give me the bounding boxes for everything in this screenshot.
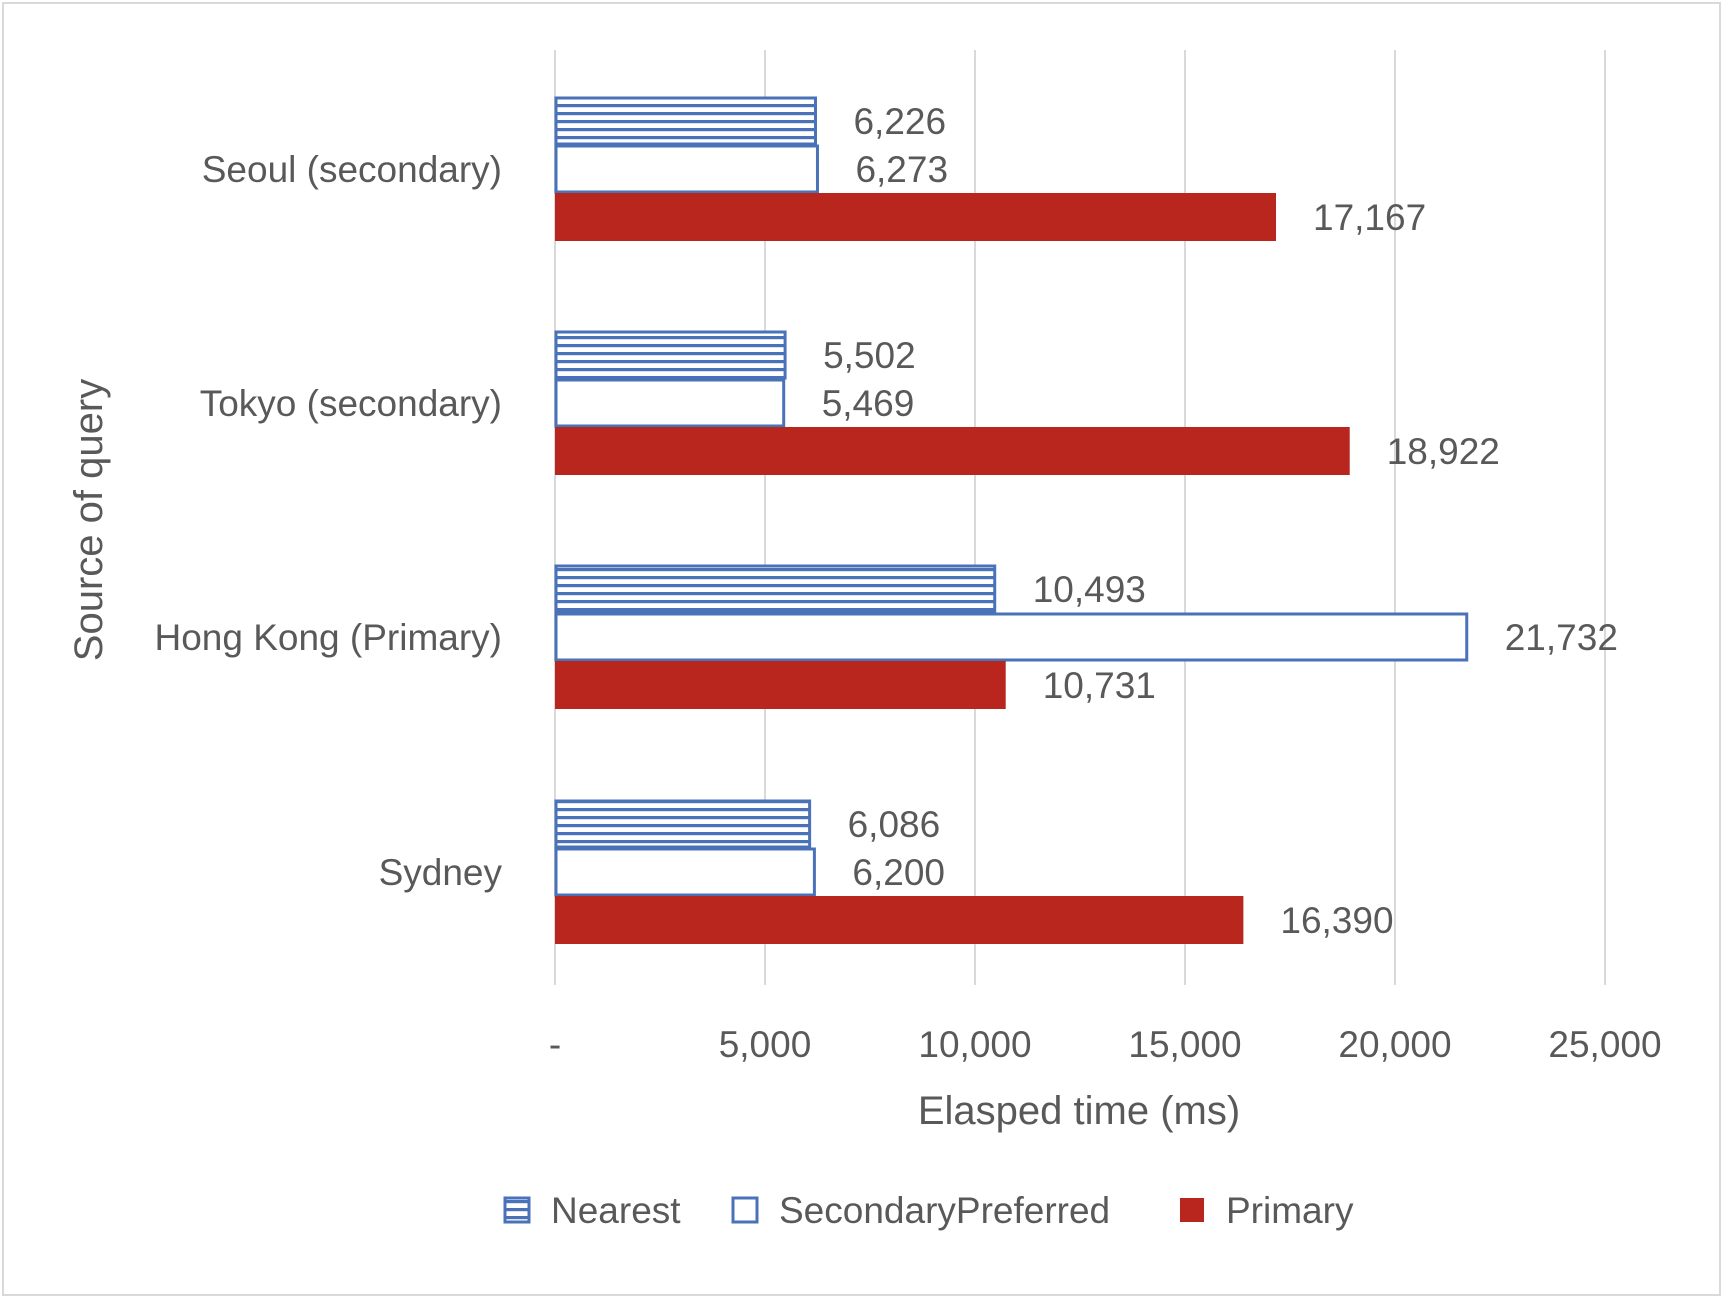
value-label-secondarypreferred-sydney: 6,200 <box>852 852 945 893</box>
bar-nearest-sydney <box>554 799 812 849</box>
value-label-nearest-hong-kong-primary: 10,493 <box>1033 569 1146 610</box>
legend-swatch-secondarypreferred <box>731 1196 759 1224</box>
value-label-nearest-tokyo-secondary: 5,502 <box>823 335 916 376</box>
bar-nearest-hong-kong-primary <box>554 564 997 614</box>
bar-primary-sydney <box>555 896 1244 944</box>
legend: Nearest SecondaryPreferred Primary <box>503 1190 1354 1231</box>
value-labels: 6,226 5,502 10,493 6,086 6,273 5,469 21,732 6,2… <box>822 101 1618 941</box>
value-label-nearest-sydney: 6,086 <box>848 804 941 845</box>
value-label-nearest-seoul-secondary: 6,226 <box>853 101 946 142</box>
x-axis-title: Elasped time (ms) <box>918 1089 1240 1133</box>
x-tick-label: 25,000 <box>1548 1024 1661 1065</box>
x-tick-label: 5,000 <box>719 1024 812 1065</box>
category-label-tokyo-secondary: Tokyo (secondary) <box>200 383 502 424</box>
x-tick-labels: - 5,000 10,000 15,000 20,000 25,000 <box>549 1024 1662 1065</box>
x-tick-label: - <box>549 1024 561 1065</box>
bar-nearest-tokyo-secondary <box>554 330 787 380</box>
bar-nearest-seoul-secondary <box>554 96 817 146</box>
bar-secondarypreferred-seoul-secondary <box>554 144 819 194</box>
x-tick-label: 15,000 <box>1128 1024 1241 1065</box>
category-label-seoul-secondary: Seoul (secondary) <box>202 149 502 190</box>
bar-secondarypreferred-sydney <box>554 847 816 897</box>
bar-primary-hong-kong-primary <box>555 661 1006 709</box>
bars <box>554 96 1469 944</box>
legend-swatch-nearest <box>503 1196 531 1224</box>
legend-swatch-primary <box>1180 1198 1204 1222</box>
value-label-primary-sydney: 16,390 <box>1280 900 1393 941</box>
value-label-primary-seoul-secondary: 17,167 <box>1313 197 1426 238</box>
x-tick-label: 10,000 <box>918 1024 1031 1065</box>
bar-secondarypreferred-tokyo-secondary <box>554 378 786 428</box>
x-tick-label: 20,000 <box>1338 1024 1451 1065</box>
category-labels: Seoul (secondary) Tokyo (secondary) Hong K… <box>154 149 502 893</box>
y-axis-title: Source of query <box>67 379 111 661</box>
value-label-secondarypreferred-tokyo-secondary: 5,469 <box>822 383 915 424</box>
bar-primary-seoul-secondary <box>555 193 1277 241</box>
value-label-primary-tokyo-secondary: 18,922 <box>1387 431 1500 472</box>
legend-label-secondarypreferred: SecondaryPreferred <box>779 1190 1110 1231</box>
category-label-sydney: Sydney <box>379 852 503 893</box>
value-label-secondarypreferred-hong-kong-primary: 21,732 <box>1505 617 1618 658</box>
legend-label-primary: Primary <box>1226 1190 1354 1231</box>
legend-label-nearest: Nearest <box>551 1190 681 1231</box>
category-label-hong-kong-primary: Hong Kong (Primary) <box>154 617 502 658</box>
bar-secondarypreferred-hong-kong-primary <box>554 612 1469 662</box>
bar-primary-tokyo-secondary <box>555 427 1350 475</box>
value-label-primary-hong-kong-primary: 10,731 <box>1043 665 1156 706</box>
value-label-secondarypreferred-seoul-secondary: 6,273 <box>855 149 948 190</box>
